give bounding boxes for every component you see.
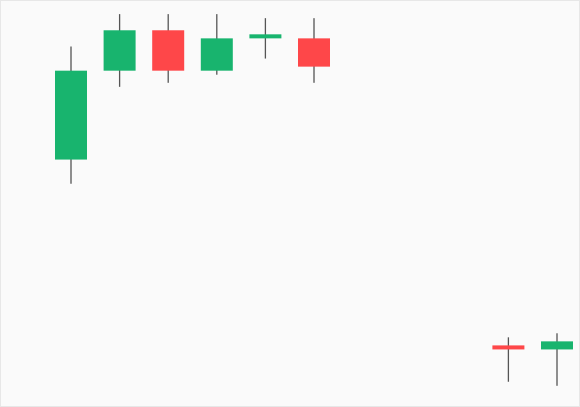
candle-8: [541, 333, 573, 386]
candle-7: [492, 337, 525, 382]
candle-1: [55, 46, 87, 184]
candle-2: [103, 14, 136, 87]
candle-5: [249, 18, 282, 59]
candle-5-body: [249, 34, 282, 39]
candle-6-body: [298, 38, 330, 67]
candle-7-body: [492, 345, 525, 350]
candle-1-body: [55, 70, 87, 160]
candle-3: [152, 14, 185, 83]
candle-2-body: [103, 30, 136, 71]
candle-8-body: [541, 341, 573, 350]
candle-4-body: [200, 38, 233, 71]
candle-4: [200, 14, 233, 75]
candle-3-body: [152, 30, 185, 71]
candle-6: [298, 18, 330, 83]
